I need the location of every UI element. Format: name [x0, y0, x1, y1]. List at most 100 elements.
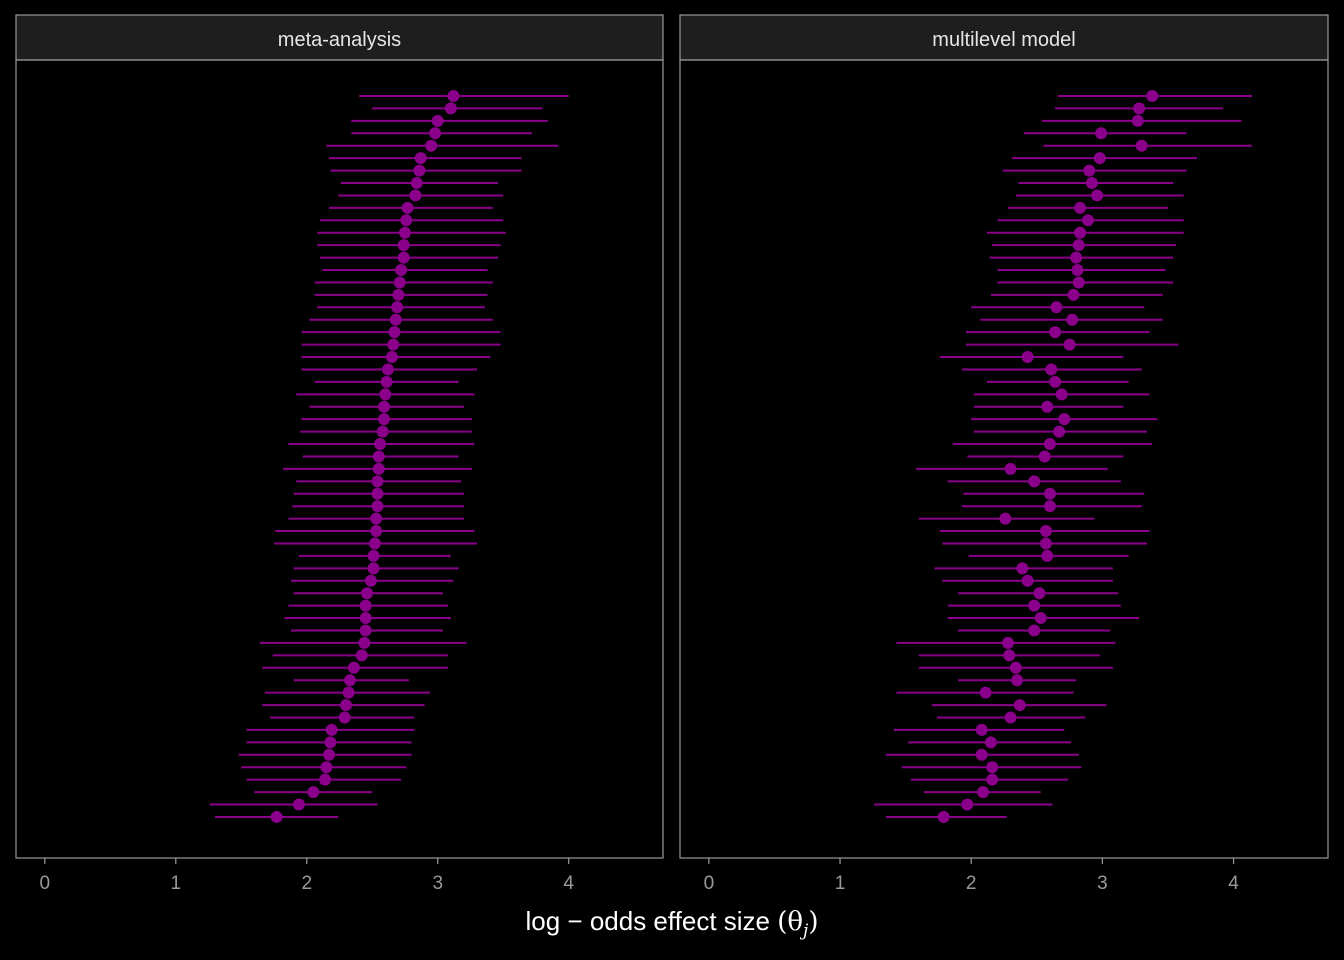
estimate-point — [1004, 462, 1017, 475]
estimate-point — [343, 674, 356, 687]
estimate-point — [1039, 525, 1052, 538]
estimate-point — [370, 512, 383, 525]
x-tick-label: 2 — [966, 873, 977, 894]
estimate-point — [999, 512, 1012, 525]
estimate-point — [447, 90, 460, 102]
estimate-point — [1050, 301, 1063, 314]
estimate-point — [389, 313, 402, 326]
panel-border — [679, 59, 1329, 859]
x-tick-label: 4 — [563, 873, 574, 894]
estimate-point — [372, 450, 385, 463]
estimate-point — [324, 736, 337, 749]
estimate-point — [374, 438, 387, 451]
x-tick-label: 1 — [835, 873, 846, 894]
estimate-point — [1011, 674, 1024, 687]
estimate-point — [1001, 636, 1014, 649]
estimate-point — [325, 723, 338, 736]
estimate-point — [292, 798, 305, 811]
estimate-point — [1058, 413, 1071, 426]
estimate-point — [1043, 487, 1056, 500]
estimate-point — [378, 413, 391, 426]
estimate-point — [1070, 251, 1083, 264]
estimate-point — [1045, 363, 1058, 376]
estimate-point — [319, 773, 332, 786]
estimate-point — [429, 127, 442, 140]
estimate-point — [1066, 313, 1079, 326]
estimate-point — [367, 562, 380, 575]
estimate-point — [1043, 500, 1056, 513]
estimate-point — [1021, 574, 1034, 587]
estimate-point — [1049, 326, 1062, 339]
estimate-point — [1041, 400, 1054, 413]
estimate-point — [975, 748, 988, 761]
estimate-point — [359, 624, 372, 637]
estimate-point — [1135, 139, 1148, 152]
estimate-point — [1072, 239, 1085, 252]
estimate-point — [392, 288, 405, 301]
estimate-point — [1039, 537, 1052, 550]
estimate-point — [1033, 587, 1046, 600]
estimate-point — [368, 537, 381, 550]
estimate-point — [425, 139, 438, 152]
facet-panels: meta-analysis 0 1 2 3 4 multilevel model 0 1 2 3 4 — [15, 14, 1329, 894]
estimate-point — [388, 326, 401, 339]
estimate-point — [364, 574, 377, 587]
estimate-point — [1085, 177, 1098, 190]
estimate-point — [338, 711, 351, 724]
estimate-point — [444, 102, 457, 115]
estimate-point — [1034, 612, 1047, 625]
estimate-point — [1009, 661, 1022, 674]
estimate-point — [1055, 388, 1068, 401]
estimate-point — [1028, 475, 1041, 488]
estimate-point — [410, 177, 423, 190]
estimate-point — [1063, 338, 1076, 351]
estimate-point — [401, 201, 414, 214]
estimate-point — [397, 251, 410, 264]
estimate-point — [361, 587, 374, 600]
estimate-point — [1016, 562, 1029, 575]
estimate-point — [1074, 226, 1087, 239]
estimate-point — [1013, 699, 1026, 712]
estimate-point — [977, 786, 990, 799]
estimate-point — [979, 686, 992, 699]
estimate-point — [984, 736, 997, 749]
estimate-point — [1071, 264, 1084, 277]
estimate-point — [1074, 201, 1087, 214]
x-tick-label: 0 — [40, 873, 51, 894]
estimate-point — [1091, 189, 1104, 202]
estimate-point — [359, 612, 372, 625]
estimate-point — [1003, 649, 1016, 662]
estimate-point — [380, 375, 393, 388]
estimate-point — [1083, 164, 1096, 177]
estimate-point — [323, 748, 336, 761]
x-tick-label: 2 — [301, 873, 312, 894]
estimate-point — [355, 649, 368, 662]
estimate-point — [372, 462, 385, 475]
estimate-point — [400, 214, 413, 227]
x-axis-title: log − odds effect size (θj) — [526, 906, 819, 941]
estimate-point — [1072, 276, 1085, 289]
estimate-point — [393, 276, 406, 289]
estimate-point — [381, 363, 394, 376]
estimate-point — [371, 500, 384, 513]
x-tick-label: 3 — [1097, 873, 1108, 894]
estimate-point — [385, 351, 398, 364]
estimate-point — [975, 723, 988, 736]
estimate-point — [431, 114, 444, 127]
estimate-point — [1146, 90, 1159, 102]
facet-strip — [679, 14, 1329, 61]
estimate-point — [347, 661, 360, 674]
estimate-point — [342, 686, 355, 699]
estimate-point — [409, 189, 422, 202]
facet-panel: meta-analysis 0 1 2 3 4 — [15, 14, 664, 894]
estimate-point — [391, 301, 404, 314]
estimate-point — [371, 487, 384, 500]
estimate-point — [937, 810, 950, 823]
estimate-point — [367, 549, 380, 562]
estimate-point — [1028, 624, 1041, 637]
estimate-point — [1049, 375, 1062, 388]
estimate-point — [1133, 102, 1146, 115]
estimate-point — [397, 239, 410, 252]
